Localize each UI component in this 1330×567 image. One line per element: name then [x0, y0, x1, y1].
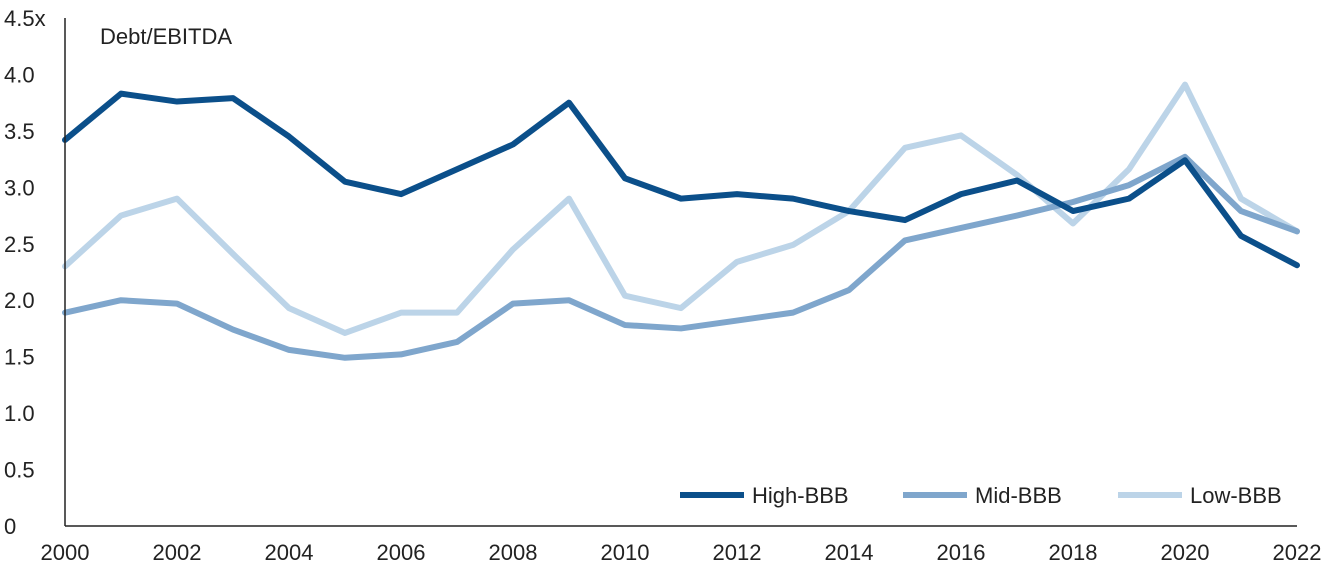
x-tick-label: 2010 [601, 540, 650, 565]
y-tick-label: 0.5 [4, 458, 35, 483]
x-tick-label: 2014 [825, 540, 874, 565]
y-tick-label: 1.0 [4, 401, 35, 426]
y-tick-label: 3.5 [4, 119, 35, 144]
x-tick-label: 2018 [1049, 540, 1098, 565]
x-axis-ticks: 2000 2002 2004 2006 2008 2010 2012 2014 2016 2018… [41, 540, 1322, 565]
legend: High-BBB Mid-BBB Low-BBB [680, 483, 1282, 508]
y-axis-label: Debt/EBITDA [100, 24, 232, 49]
y-tick-label: 1.5 [4, 345, 35, 370]
x-tick-label: 2004 [265, 540, 314, 565]
x-tick-label: 2012 [713, 540, 762, 565]
x-tick-label: 2020 [1161, 540, 1210, 565]
x-tick-label: 2008 [489, 540, 538, 565]
series-line-mid-bbb [62, 153, 1300, 361]
y-tick-label: 2.0 [4, 288, 35, 313]
series-line-high-bbb [62, 90, 1300, 269]
x-tick-label: 2002 [153, 540, 202, 565]
series-layer [62, 81, 1300, 361]
legend-label-high-bbb: High-BBB [752, 483, 849, 508]
legend-label-mid-bbb: Mid-BBB [975, 483, 1062, 508]
x-tick-label: 2000 [41, 540, 90, 565]
y-tick-label: 2.5 [4, 232, 35, 257]
x-tick-label: 2016 [937, 540, 986, 565]
y-tick-label: 0 [4, 514, 16, 539]
legend-label-low-bbb: Low-BBB [1190, 483, 1282, 508]
y-tick-label: 4.5x [4, 6, 46, 31]
y-axis-ticks: 0 0.5 1.0 1.5 2.0 2.5 3.0 3.5 4.0 4.5x [4, 6, 46, 539]
y-tick-label: 4.0 [4, 62, 35, 87]
x-tick-label: 2006 [377, 540, 426, 565]
x-tick-label: 2022 [1273, 540, 1322, 565]
y-tick-label: 3.0 [4, 175, 35, 200]
series-line-low-bbb [62, 81, 1300, 336]
